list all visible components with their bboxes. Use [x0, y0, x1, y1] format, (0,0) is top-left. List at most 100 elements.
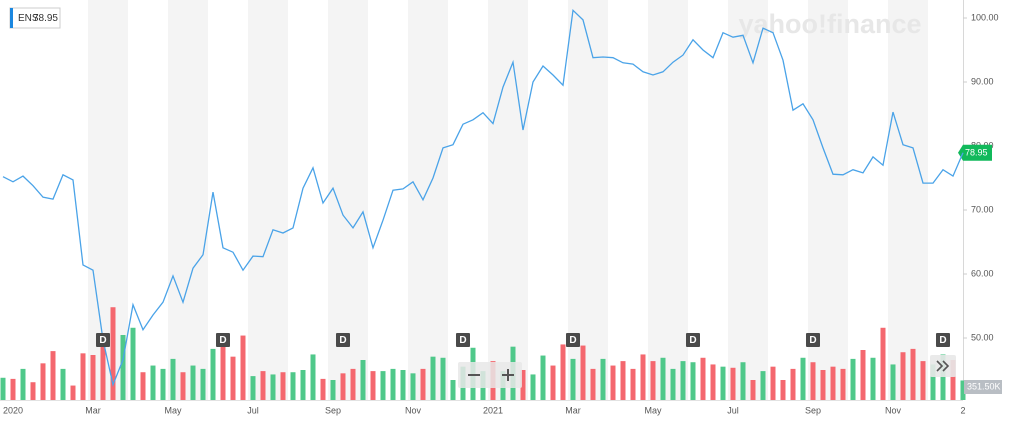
dividend-marker [216, 333, 230, 347]
volume-bar [410, 373, 416, 400]
volume-bar [870, 357, 876, 400]
dividend-marker [566, 333, 580, 347]
volume-bar [0, 377, 6, 400]
volume-bar [280, 372, 286, 400]
volume-bar [860, 350, 866, 400]
y-tick-label: 70.00 [971, 204, 994, 214]
volume-bar [220, 342, 226, 400]
dividend-marker [336, 333, 350, 347]
volume-bar [370, 371, 376, 400]
scroll-right[interactable] [936, 360, 950, 372]
volume-bar [630, 368, 636, 400]
volume-bar [530, 374, 536, 400]
volume-bar [540, 355, 546, 400]
month-bands [88, 0, 928, 400]
volume-bar [420, 368, 426, 400]
volume-bar [300, 370, 306, 400]
volume-bar [20, 368, 26, 400]
volume-bar [140, 372, 146, 400]
volume-bar [430, 356, 436, 400]
volume-bar [200, 368, 206, 400]
volume-bar [570, 358, 576, 400]
volume-bar [360, 360, 366, 400]
volume-bar [400, 370, 406, 400]
volume-bar [740, 362, 746, 400]
x-tick-label: Sep [325, 405, 341, 415]
volume-bar [320, 378, 326, 400]
volume-bar [290, 372, 296, 400]
volume-bar [750, 380, 756, 400]
x-tick-label: May [644, 405, 662, 415]
dividend-label: D [939, 335, 946, 346]
axes: 2020 Mar May Jul Sep Nov 2021 Mar May Jul Sep Nov 2 5… [3, 12, 1002, 415]
x-tick-label: May [164, 405, 182, 415]
month-band [168, 0, 208, 400]
price-line [2, 8, 964, 387]
volume-bar [180, 372, 186, 400]
zoom-panel [458, 362, 522, 388]
y-tick-label: 60.00 [971, 268, 994, 278]
volume-bar [620, 361, 626, 400]
volume-bar [640, 354, 646, 400]
volume-bar [690, 362, 696, 400]
volume-bar [60, 368, 66, 400]
volume-bar [950, 360, 956, 400]
volume-bar [440, 357, 446, 400]
volume-bar [850, 358, 856, 400]
tag-accent [10, 8, 13, 28]
volume-bar [960, 380, 966, 400]
month-band [648, 0, 688, 400]
dividend-label: D [569, 335, 576, 346]
month-band [408, 0, 448, 400]
volume-bar [720, 366, 726, 400]
volume-bar [310, 354, 316, 400]
x-tick-label: Nov [885, 405, 902, 415]
dividend-marker [936, 333, 950, 347]
volume-bar [50, 351, 56, 400]
volume-bar [240, 335, 246, 400]
price-tag-label: 78.95 [965, 148, 988, 158]
price-line [2, 8, 964, 387]
volume-bar [890, 364, 896, 400]
volume-bar [760, 371, 766, 400]
volume-bar [830, 366, 836, 400]
volume-bar [190, 365, 196, 400]
volume-bar [380, 371, 386, 400]
scroll-button[interactable] [930, 355, 956, 377]
volume-bar [390, 368, 396, 400]
y-tick-label: 50.00 [971, 332, 994, 342]
month-band [888, 0, 928, 400]
x-tick-label: 2 [960, 405, 965, 415]
volume-bar [160, 368, 166, 400]
y-tick-label: 90.00 [971, 76, 994, 86]
price-tag [958, 144, 992, 161]
volume-bar [120, 335, 126, 400]
zoom-controls[interactable] [458, 362, 522, 388]
dividend-label: D [99, 335, 106, 346]
symbol: ENS [18, 13, 39, 24]
volume-bar [940, 354, 946, 400]
volume-bar [820, 370, 826, 400]
symbol-tag: ENS 78.95 [9, 7, 61, 29]
volume-bar [730, 367, 736, 400]
volume-bar [230, 356, 236, 400]
x-tick-label: Nov [405, 405, 422, 415]
volume-bar [210, 348, 216, 400]
volume-bar [340, 373, 346, 400]
volume-bar [520, 370, 526, 400]
volume-bar [930, 364, 936, 400]
x-tick-label: Sep [805, 405, 821, 415]
volume-bar [780, 380, 786, 400]
dividend-label: D [689, 335, 696, 346]
volume-bar [560, 344, 566, 400]
zoom-in[interactable] [502, 369, 514, 381]
x-tick-label: Mar [85, 405, 101, 415]
volume-bar [10, 378, 16, 400]
volume-bar [450, 380, 456, 400]
volume-bar [800, 357, 806, 400]
volume-bar [840, 368, 846, 400]
volume-bar [80, 353, 86, 400]
volume-bar [90, 355, 96, 400]
